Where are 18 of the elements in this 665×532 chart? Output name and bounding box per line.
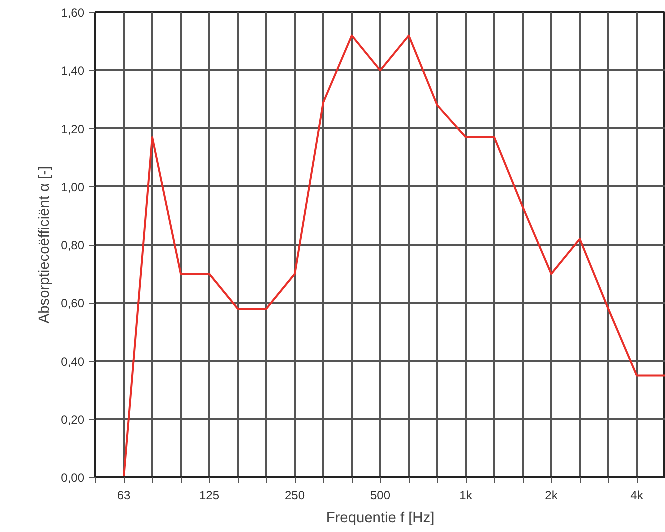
- x-tick-label: 500: [370, 488, 391, 502]
- y-tick-label: 1,20: [61, 122, 85, 136]
- x-tick-label: 250: [284, 488, 306, 502]
- x-tick-label: 4k: [630, 488, 644, 502]
- y-tick-label: 0,00: [61, 471, 85, 485]
- x-tick-label: 2k: [545, 488, 559, 502]
- y-tick-label: 0,60: [61, 296, 85, 311]
- x-tick-label: 125: [199, 488, 220, 502]
- y-tick-label: 0,20: [61, 412, 85, 427]
- x-axis-title: Frequentie f [Hz]: [326, 510, 435, 526]
- y-tick-label: 1,40: [61, 64, 85, 78]
- x-tick-label: 63: [117, 488, 131, 502]
- y-tick-label: 0,40: [61, 354, 85, 369]
- y-tick-label: 1,60: [61, 6, 85, 20]
- y-tick-label: 1,00: [61, 180, 85, 194]
- y-tick-label: 0,80: [61, 238, 85, 252]
- y-axis-title: Absorptiecoëfficiënt α [-]: [37, 166, 54, 324]
- x-tick-label: 1k: [460, 488, 474, 502]
